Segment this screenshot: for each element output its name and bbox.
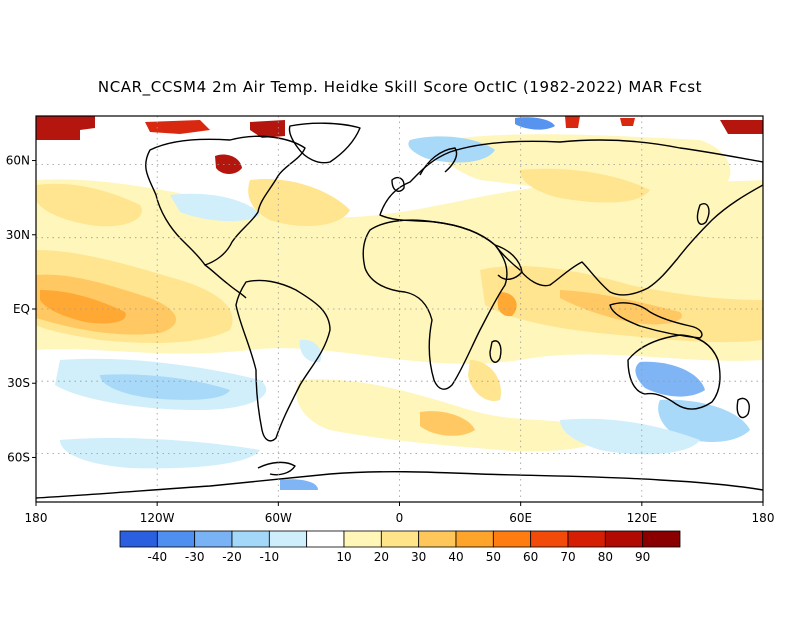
colorbar-label: 10 — [336, 550, 351, 564]
longitude-label: 120E — [627, 511, 658, 525]
high-skill-region — [497, 292, 517, 317]
colorbar-label: -30 — [185, 550, 205, 564]
negative-skill-region — [280, 479, 318, 490]
skill-shading — [36, 116, 763, 490]
coastline-japan — [696, 203, 710, 225]
colorbar-label: 90 — [635, 550, 650, 564]
arctic-high-skill — [620, 118, 635, 126]
latitude-label: 30S — [7, 376, 30, 390]
colorbar-swatch — [567, 530, 606, 548]
arctic-high-skill — [720, 120, 763, 134]
colorbar-label: -20 — [222, 550, 242, 564]
negative-skill-region — [635, 361, 705, 397]
map-title: NCAR_CCSM4 2m Air Temp. Heidke Skill Sco… — [97, 78, 703, 96]
colorbar-swatch — [306, 530, 345, 548]
colorbar-label: -40 — [148, 550, 168, 564]
negative-skill-region — [560, 418, 700, 455]
colorbar-swatch — [492, 530, 532, 548]
colorbar-label: 40 — [448, 550, 463, 564]
coastline-central-america — [204, 264, 247, 299]
negative-skill-region — [658, 399, 750, 442]
high-skill-region — [520, 168, 650, 203]
colorbar-label: -10 — [260, 550, 280, 564]
longitude-label: 180 — [25, 511, 48, 525]
coastline-australia — [627, 334, 721, 410]
latitude-labels: 60N 30N EQ 30S 60S — [6, 154, 36, 464]
colorbar-swatch — [455, 530, 494, 548]
coastline-indonesia — [609, 302, 703, 339]
colorbar-swatch — [343, 530, 382, 548]
latitude-label: EQ — [13, 302, 30, 316]
colorbar-label: 20 — [374, 550, 389, 564]
negative-skill-region — [408, 136, 495, 163]
coastline-madagascar — [489, 340, 502, 363]
colorbar-swatch — [418, 530, 457, 548]
negative-skill-region — [515, 117, 555, 130]
negative-skill-region — [299, 339, 322, 363]
coastline-arabian-peninsula — [494, 244, 523, 280]
latitude-label: 30N — [6, 228, 30, 242]
coastlines — [36, 122, 763, 499]
coastline-north-america — [145, 135, 306, 266]
colorbar-label: 30 — [411, 550, 426, 564]
longitude-labels: 180 120W 60W 0 60E 120E 180 — [25, 502, 775, 525]
colorbar-label: 80 — [598, 550, 613, 564]
colorbar-swatch — [530, 530, 569, 548]
positive-skill-region — [437, 134, 731, 195]
coastline-eurasia — [379, 139, 763, 296]
arctic-high-skill — [145, 120, 210, 134]
high-skill-region — [420, 411, 475, 436]
colorbar-swatch — [642, 530, 681, 548]
coastline-antarctica — [36, 471, 763, 499]
coastline-scandinavia — [419, 147, 458, 176]
latitude-label: 60S — [7, 450, 30, 464]
negative-skill-region — [100, 374, 230, 400]
high-skill-region — [560, 290, 682, 325]
negative-skill-region — [60, 438, 260, 469]
coastline-greenland — [288, 122, 361, 164]
gridlines — [36, 116, 763, 502]
coastline-antarctic-peninsula — [257, 461, 296, 476]
longitude-label: 120W — [140, 511, 175, 525]
longitude-label: 60E — [509, 511, 532, 525]
colorbar-swatch — [268, 530, 308, 548]
longitude-label: 0 — [396, 511, 404, 525]
map-area — [36, 116, 763, 502]
high-skill-region — [468, 360, 501, 401]
coastline-south-america — [235, 279, 331, 442]
negative-skill-region — [170, 193, 260, 222]
high-skill-region — [248, 179, 350, 226]
colorbar-label: 60 — [523, 550, 538, 564]
colorbar-swatch — [231, 530, 270, 548]
colorbar-swatch — [194, 530, 233, 548]
colorbar-swatch — [380, 530, 420, 548]
coastline-new-zealand — [736, 397, 750, 419]
arctic-high-skill — [565, 116, 580, 128]
arctic-high-skill — [250, 120, 285, 138]
coastline-uk — [391, 176, 405, 192]
high-skill-region — [36, 183, 142, 227]
longitude-label: 180 — [752, 511, 775, 525]
colorbar: -40 -30 -20 -10 10 20 30 40 50 60 70 80 90 — [119, 530, 681, 564]
high-skill-region — [40, 290, 126, 324]
colorbar-swatch — [119, 530, 158, 548]
longitude-label: 60W — [265, 511, 292, 525]
colorbar-swatch — [604, 530, 644, 548]
colorbar-label: 70 — [560, 550, 575, 564]
colorbar-label: 50 — [486, 550, 501, 564]
colorbar-swatch — [156, 530, 196, 548]
latitude-label: 60N — [6, 154, 30, 168]
arctic-high-skill — [36, 116, 95, 140]
